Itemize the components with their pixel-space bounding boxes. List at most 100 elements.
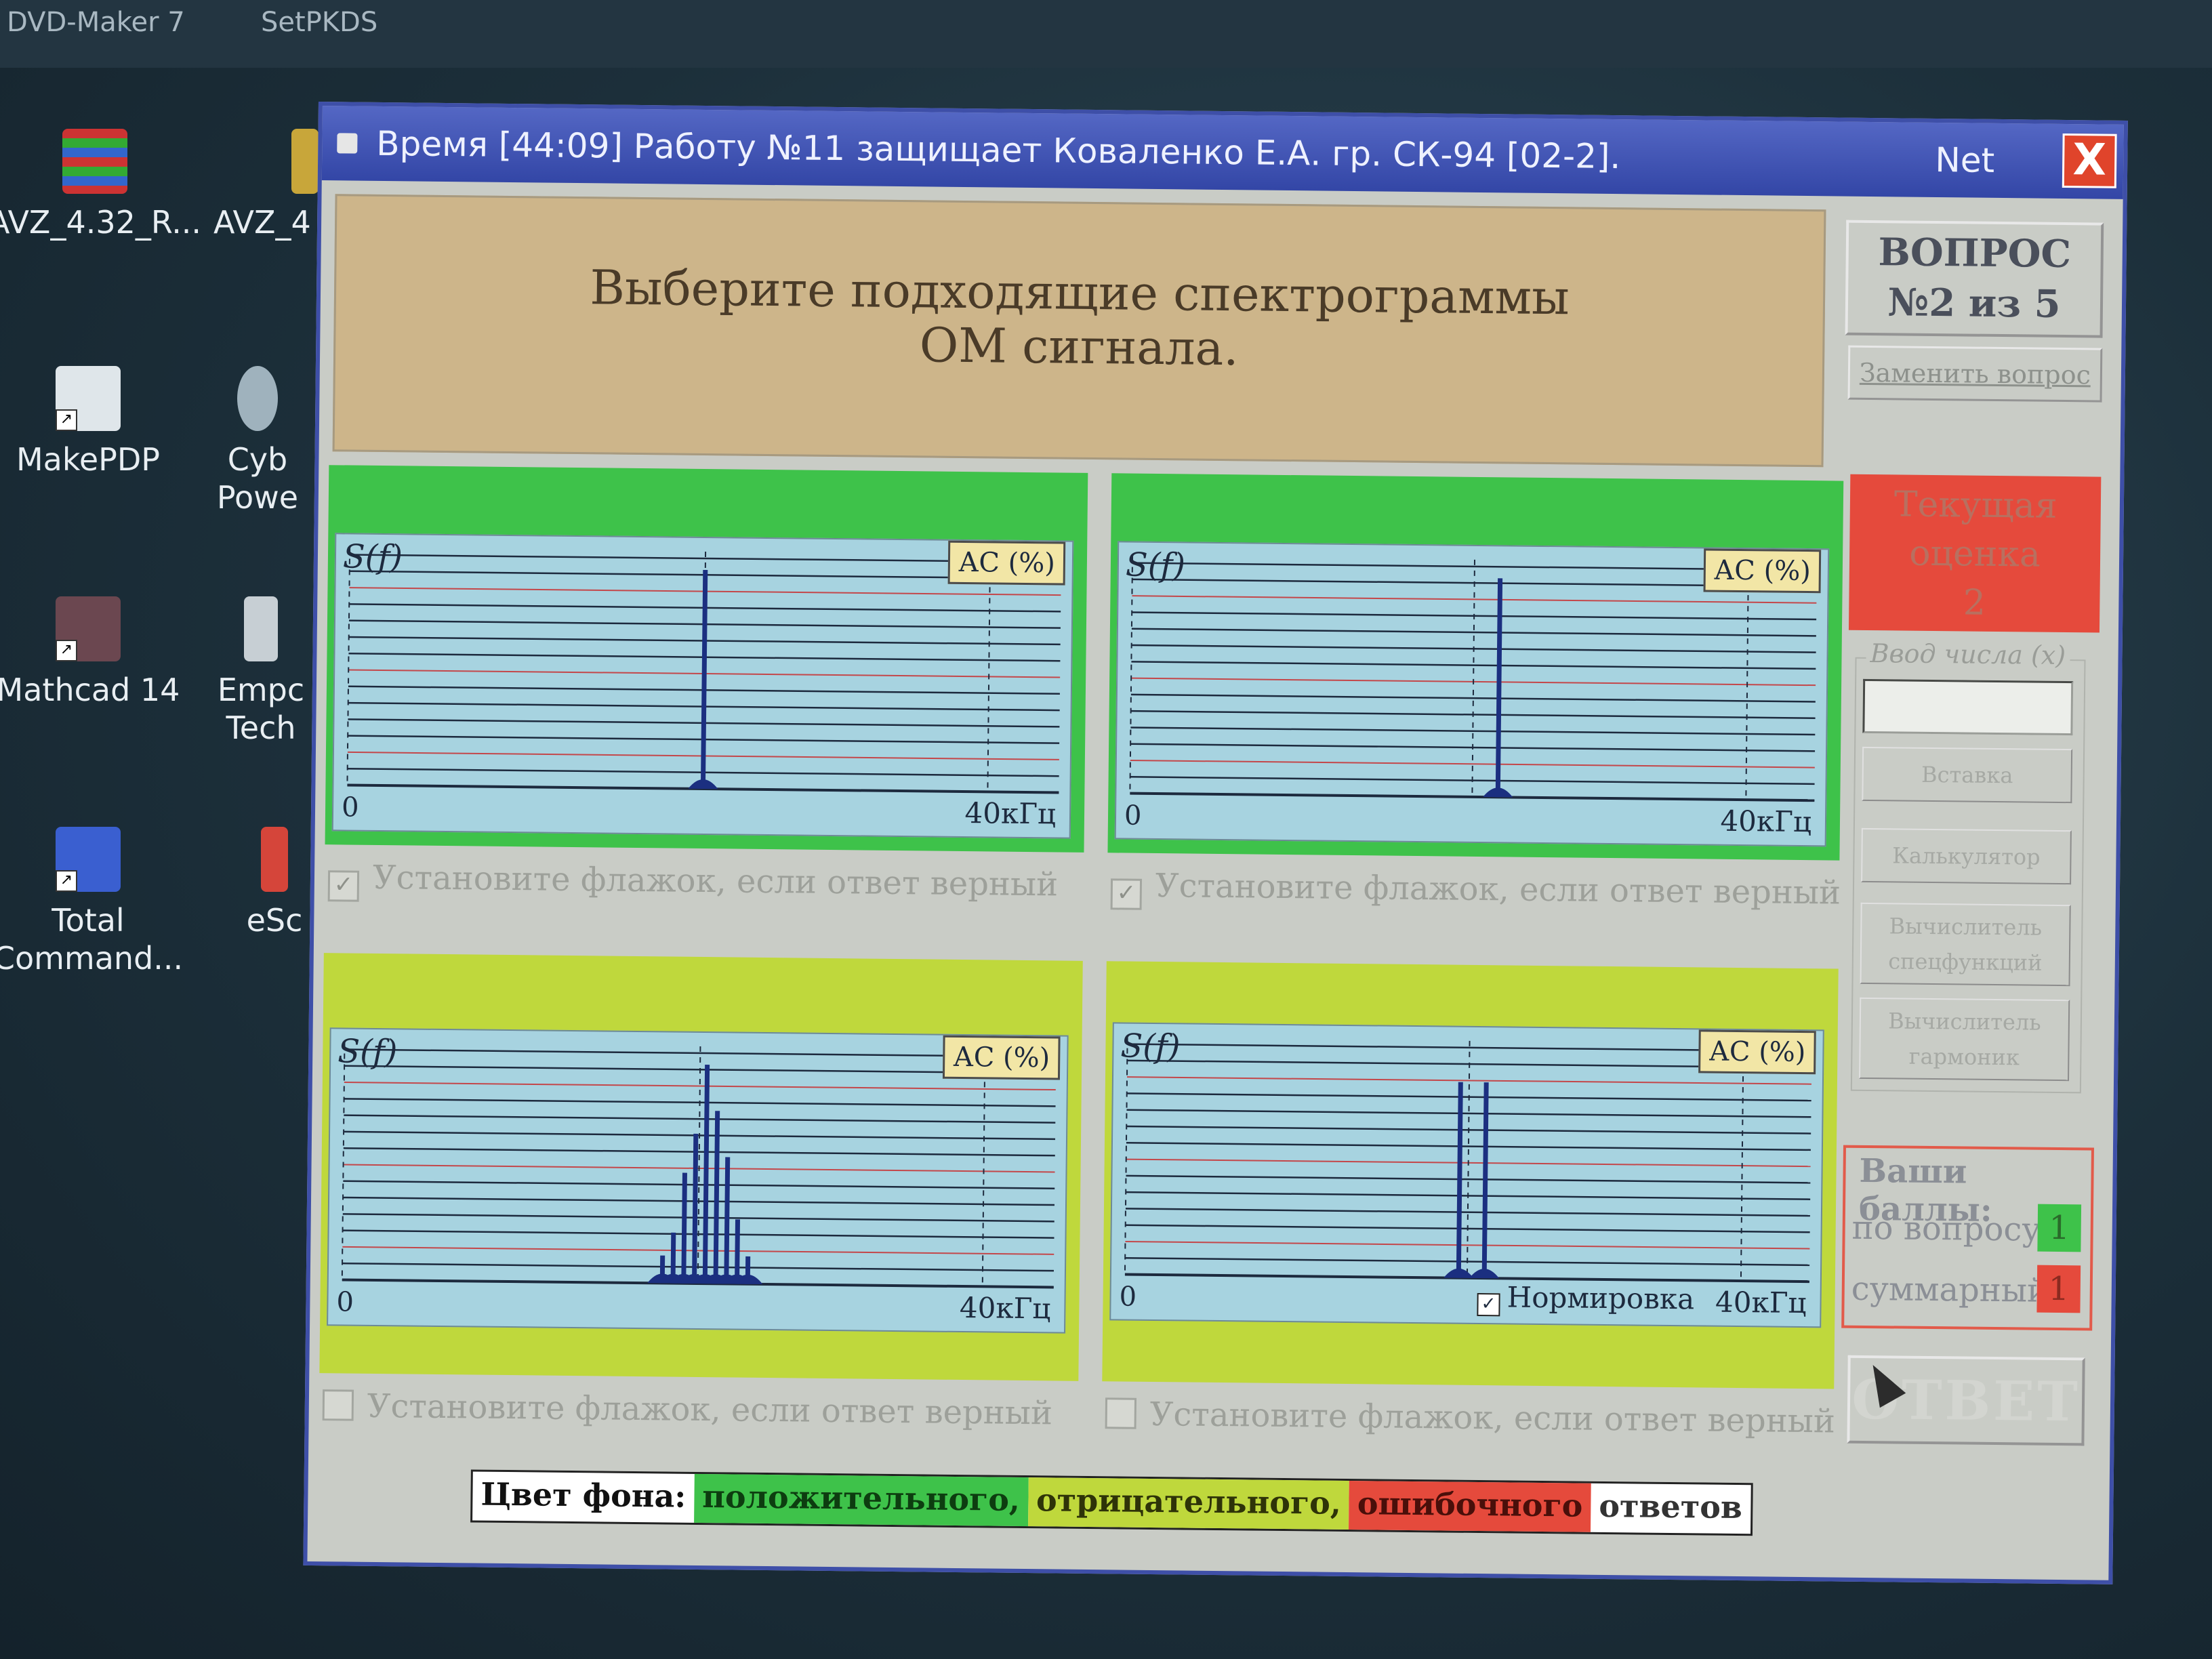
grid-line <box>1125 1208 1810 1217</box>
close-button[interactable]: X <box>2062 133 2117 188</box>
mathcad-icon: ↗ <box>56 596 121 661</box>
title-bar[interactable]: Время [44:09] Работу №11 защищает Ковале… <box>321 106 2124 199</box>
spectrogram-plot: S(f) АС (%) 0 40кГц <box>327 1027 1069 1334</box>
desktop-icon-label: Mathcad 14 <box>0 672 180 708</box>
grid-line <box>1127 1043 1812 1052</box>
desktop-icon-label: Cyb Powe <box>216 441 299 516</box>
desktop-top-strip: DVD-Maker 7 SetPKDS <box>0 0 2212 68</box>
ac-percent-button[interactable]: АС (%) <box>943 1035 1061 1080</box>
x-axis-end: 40кГц <box>1715 1285 1807 1320</box>
desktop-icon-esc[interactable]: eSc <box>237 827 312 939</box>
answer-checkbox-2[interactable]: ✓ Установите флажок, если ответ верный <box>1110 866 1841 917</box>
checkbox[interactable]: ✓ <box>1477 1292 1500 1317</box>
color-legend: Цвет фона: положительного, отрицательног… <box>470 1469 1753 1536</box>
desktop-label-dvd-maker[interactable]: DVD-Maker 7 <box>7 7 185 38</box>
score-question-label: по вопросу - <box>1851 1208 2063 1250</box>
marker-line <box>1129 556 1134 794</box>
ac-percent-button[interactable]: АС (%) <box>1698 1029 1816 1075</box>
spectral-line-base <box>1443 1268 1474 1278</box>
x-axis <box>1130 792 1815 802</box>
desktop-icon-label: eSc <box>246 902 303 939</box>
desktop-icon-label: AVZ_4 <box>213 204 311 241</box>
archive-icon <box>291 129 319 194</box>
checkbox-label: Установите флажок, если ответ верный <box>1149 1395 1836 1441</box>
x-axis-start: 0 <box>1124 800 1142 832</box>
spectral-line-base <box>1483 787 1513 798</box>
shortcut-arrow-icon: ↗ <box>56 870 77 892</box>
test-window: Время [44:09] Работу №11 защищает Ковале… <box>303 102 2128 1584</box>
normalize-label: Нормировка <box>1507 1280 1695 1316</box>
calculator-button[interactable]: Калькулятор <box>1861 827 2072 885</box>
current-grade-box: Текущая оценка 2 <box>1848 474 2102 633</box>
grid-line <box>1132 595 1817 604</box>
checkbox[interactable] <box>1105 1397 1137 1429</box>
grid-line <box>344 1114 1056 1124</box>
spectral-line <box>735 1219 741 1284</box>
desktop-icon-empc[interactable]: Empc Tech <box>210 596 312 747</box>
legend-error: ошибочного <box>1349 1481 1591 1532</box>
spectral-line <box>724 1157 731 1284</box>
spectral-line <box>1481 1082 1489 1279</box>
grid-line <box>1126 1174 1811 1184</box>
grid-line <box>343 1147 1055 1157</box>
checkbox[interactable]: ✓ <box>1110 878 1143 910</box>
y-axis-label: S(f) <box>1125 546 1186 585</box>
legend-positive: положительного, <box>693 1473 1029 1527</box>
grid-line <box>1130 726 1816 736</box>
x-axis-end: 40кГц <box>1720 804 1812 839</box>
spectral-line <box>681 1172 687 1284</box>
legend-suffix: ответов <box>1599 1487 1743 1526</box>
x-axis-start: 0 <box>341 792 359 823</box>
window-icon <box>337 133 358 154</box>
spectral-line <box>713 1111 720 1284</box>
insert-button[interactable]: Вставка <box>1862 746 2073 804</box>
answer-checkbox-1[interactable]: ✓ Установите флажок, если ответ верный <box>327 858 1059 909</box>
special-functions-button[interactable]: Вычислитель спецфункций <box>1860 902 2071 987</box>
desktop-label-setpkds[interactable]: SetPKDS <box>261 7 378 38</box>
ac-percent-button[interactable]: АС (%) <box>1703 548 1822 594</box>
spectrogram-plot: S(f) АС (%) 0 40кГц <box>1114 541 1830 847</box>
spectral-line <box>702 1065 710 1284</box>
number-input-field[interactable] <box>1862 678 2074 736</box>
desktop-icon-avz-1[interactable]: AVZ_4.32_R... <box>0 129 230 241</box>
spectral-line-base <box>1469 1269 1500 1279</box>
grid-line <box>343 1180 1055 1189</box>
desktop-icon-cyberpower[interactable]: Cyb Powe <box>203 366 312 516</box>
desktop-icon-mathcad[interactable]: ↗ Mathcad 14 <box>0 596 224 709</box>
spectral-line <box>1495 578 1503 798</box>
spectral-line <box>692 1133 699 1284</box>
x-axis-start: 0 <box>1119 1281 1137 1313</box>
score-total-value: 1 <box>2036 1265 2081 1313</box>
x-axis-end: 40кГц <box>959 1291 1051 1326</box>
spectrogram-svg <box>1129 556 1817 802</box>
replace-question-button[interactable]: Заменить вопрос <box>1847 345 2103 403</box>
disc-icon <box>237 366 278 431</box>
answer-checkbox-4[interactable]: Установите флажок, если ответ верный <box>1105 1395 1836 1441</box>
grade-label: Текущая оценка <box>1893 484 2057 575</box>
grid-line <box>1126 1076 1811 1085</box>
harmonics-button[interactable]: Вычислитель гармоник <box>1859 997 2070 1082</box>
question-number-box: ВОПРОС №2 из 5 <box>1845 220 2104 338</box>
app-icon <box>261 827 288 892</box>
scores-box: Ваши баллы: по вопросу - 1 суммарный - 1 <box>1841 1145 2094 1331</box>
grid-line <box>1126 1109 1811 1118</box>
x-axis-end: 40кГц <box>964 796 1057 831</box>
grid-line <box>1125 1240 1810 1250</box>
answer-checkbox-3[interactable]: Установите флажок, если ответ верный <box>322 1387 1053 1433</box>
checkbox[interactable] <box>322 1389 354 1421</box>
grid-line <box>1126 1142 1811 1151</box>
y-axis-label: S(f) <box>342 537 403 577</box>
checkbox[interactable]: ✓ <box>327 870 360 902</box>
spectral-line <box>1456 1082 1463 1278</box>
checkbox-label: Установите флажок, если ответ верный <box>367 1387 1053 1433</box>
desktop-icon-makepdp[interactable]: ↗ MakePDP <box>0 366 224 478</box>
number-input-group: Ввод числа (x) Вставка Калькулятор Вычис… <box>1850 638 2086 1094</box>
marker-line <box>1466 1040 1471 1278</box>
x-axis-start: 0 <box>336 1286 354 1318</box>
desktop-icon-avz-2[interactable]: AVZ_4 <box>129 129 319 241</box>
spectral-line <box>700 569 708 790</box>
ac-percent-button[interactable]: АС (%) <box>947 540 1066 586</box>
normalize-checkbox[interactable]: ✓ Нормировка <box>1477 1280 1694 1318</box>
spectrogram-plot: S(f) АС (%) 0 40кГц <box>331 533 1074 839</box>
desktop-icon-total-commander[interactable]: ↗ Total Command... <box>0 827 224 977</box>
